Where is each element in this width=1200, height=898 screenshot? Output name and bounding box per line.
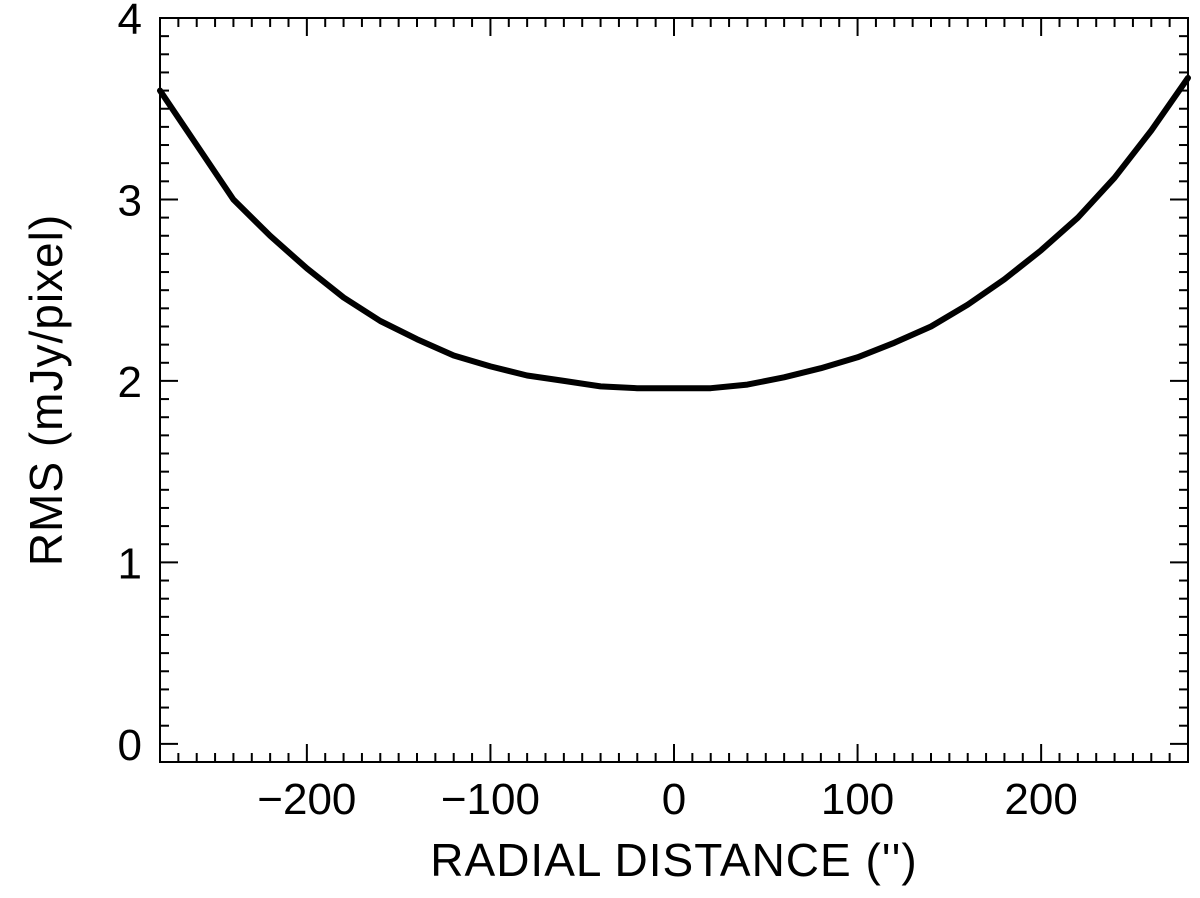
y-axis-label: RMS (mJy/pixel) bbox=[20, 214, 72, 566]
x-axis-label: RADIAL DISTANCE ('') bbox=[430, 834, 917, 886]
plot-frame bbox=[159, 17, 1189, 763]
y-tick-label: 4 bbox=[118, 0, 142, 44]
axis-tick-labels: −200 −100 0 100 200 0 1 2 3 4 bbox=[118, 0, 1078, 824]
y-tick-label: 0 bbox=[118, 721, 142, 770]
x-tick-label: 0 bbox=[662, 775, 686, 824]
x-tick-label: 100 bbox=[821, 775, 894, 824]
y-tick-label: 3 bbox=[118, 176, 142, 225]
x-tick-label: −100 bbox=[441, 775, 540, 824]
y-tick-label: 2 bbox=[118, 358, 142, 407]
data-series bbox=[157, 74, 1191, 392]
y-tick-label: 1 bbox=[118, 539, 142, 588]
rms-profile-line bbox=[157, 74, 1191, 392]
x-tick-label: −200 bbox=[257, 775, 356, 824]
x-tick-label: 200 bbox=[1004, 775, 1077, 824]
